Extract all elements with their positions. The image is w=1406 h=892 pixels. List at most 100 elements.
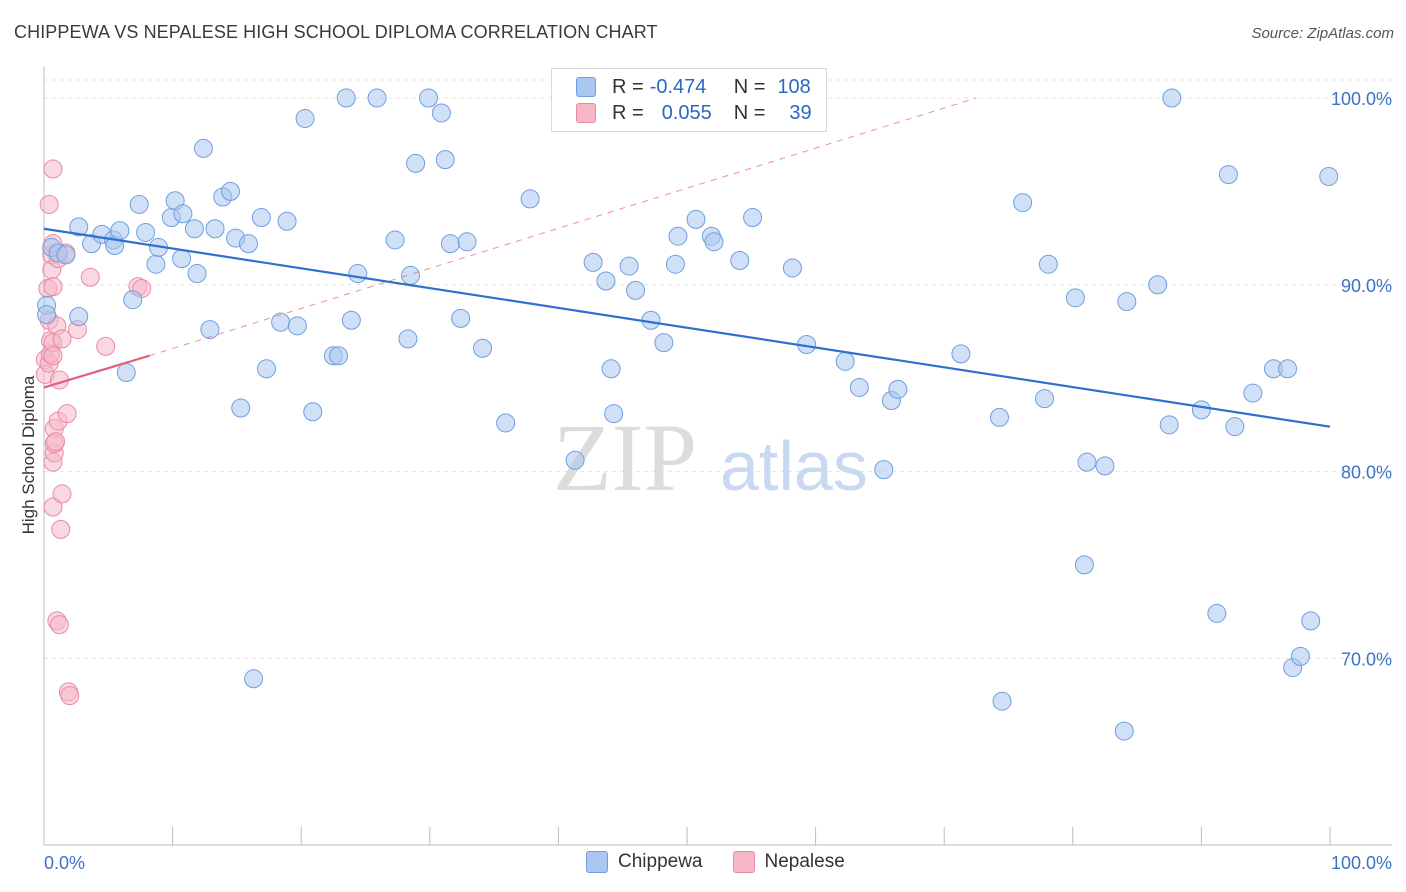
- chippewa-point: [1077, 452, 1097, 472]
- chippewa-point: [665, 254, 685, 274]
- nepalese-point: [43, 346, 63, 366]
- legend-row-nepalese: R = 0.055 N = 39: [576, 100, 812, 126]
- chippewa-point: [473, 338, 493, 358]
- chippewa-point: [989, 407, 1009, 427]
- legend-r-value: 0.055: [661, 101, 712, 124]
- chippewa-point: [287, 316, 307, 336]
- legend-r-label: R =: [612, 101, 644, 124]
- chippewa-point: [385, 230, 405, 250]
- chippewa-point: [849, 377, 869, 397]
- chippewa-point: [173, 204, 193, 224]
- chippewa-point: [193, 138, 213, 158]
- x-tick-label: 100.0%: [1331, 853, 1392, 873]
- y-axis-label: High School Diploma: [19, 375, 38, 534]
- chippewa-point: [1074, 555, 1094, 575]
- chippewa-point: [419, 88, 439, 108]
- chippewa-point: [596, 271, 616, 291]
- legend-item-chippewa: Chippewa: [586, 851, 703, 873]
- chippewa-point: [1117, 292, 1137, 312]
- x-tick-label: 0.0%: [44, 853, 85, 873]
- legend-r-label: R =: [612, 75, 644, 98]
- chippewa-point: [146, 254, 166, 274]
- legend-swatch-nepalese: [576, 103, 596, 123]
- chippewa-point: [37, 305, 57, 325]
- chippewa-point: [1013, 193, 1033, 213]
- chippewa-point: [520, 189, 540, 209]
- chippewa-point: [1038, 254, 1058, 274]
- chippewa-point: [56, 245, 76, 265]
- chippewa-point: [1095, 456, 1115, 476]
- nepalese-point: [43, 159, 63, 179]
- chippewa-point: [328, 346, 348, 366]
- chippewa-points: [37, 88, 1339, 741]
- correlation-legend: R = -0.474 N = 108 R = 0.055 N = 39: [551, 68, 827, 132]
- chippewa-point: [654, 333, 674, 353]
- watermark: ZIP atlas: [553, 404, 868, 511]
- chippewa-point: [205, 219, 225, 239]
- chippewa-point: [295, 109, 315, 129]
- chippewa-point: [686, 209, 706, 229]
- chippewa-point: [69, 217, 89, 237]
- legend-swatch-nepalese: [732, 851, 755, 873]
- nepalese-point: [43, 277, 63, 297]
- chart-title: CHIPPEWA VS NEPALESE HIGH SCHOOL DIPLOMA…: [14, 22, 658, 42]
- chippewa-point: [431, 103, 451, 123]
- nepalese-point: [43, 497, 63, 517]
- chippewa-point: [1035, 389, 1055, 409]
- chippewa-point: [271, 312, 291, 332]
- nepalese-points: [35, 159, 152, 706]
- chippewa-point: [256, 359, 276, 379]
- chippewa-point: [1159, 415, 1179, 435]
- chippewa-point: [496, 413, 516, 433]
- chippewa-point: [1290, 646, 1310, 666]
- chippewa-point: [401, 265, 421, 285]
- chippewa-point: [341, 310, 361, 330]
- chippewa-point: [1207, 603, 1227, 623]
- nepalese-point: [46, 432, 66, 452]
- chippewa-point: [457, 232, 477, 252]
- chippewa-point: [730, 250, 750, 270]
- nepalese-trend-extension: [149, 97, 977, 357]
- chippewa-point: [184, 219, 204, 239]
- nepalese-point: [52, 329, 72, 349]
- y-tick-label: 90.0%: [1341, 276, 1392, 296]
- nepalese-point: [39, 194, 59, 214]
- chippewa-point: [348, 264, 368, 284]
- legend-swatch-chippewa: [576, 77, 596, 97]
- chippewa-point: [565, 450, 585, 470]
- legend-row-chippewa: R = -0.474 N = 108: [576, 74, 811, 100]
- chippewa-point: [172, 249, 192, 269]
- chippewa-point: [69, 307, 89, 327]
- chippewa-point: [110, 221, 130, 241]
- chippewa-point: [1225, 417, 1245, 437]
- chippewa-point: [668, 226, 688, 246]
- chippewa-point: [951, 344, 971, 364]
- chippewa-point: [835, 351, 855, 371]
- chippewa-point: [626, 280, 646, 300]
- nepalese-point: [51, 519, 71, 539]
- chippewa-point: [398, 329, 418, 349]
- chippewa-point: [1301, 611, 1321, 631]
- chippewa-point: [743, 208, 763, 228]
- nepalese-point: [49, 615, 69, 635]
- chippewa-point: [200, 320, 220, 340]
- chippewa-point: [336, 88, 356, 108]
- tick-labels: 70.0% 80.0% 90.0% 100.0% 0.0% 100.0%: [44, 89, 1392, 873]
- chippewa-point: [1065, 288, 1085, 308]
- nepalese-point: [80, 267, 100, 287]
- chippewa-point: [367, 88, 387, 108]
- chippewa-point: [187, 264, 207, 284]
- axes: [43, 66, 1392, 846]
- chippewa-point: [874, 460, 894, 480]
- chippewa-point: [888, 379, 908, 399]
- chippewa-point: [435, 150, 455, 170]
- chippewa-point: [1319, 166, 1339, 186]
- chippewa-point: [251, 208, 271, 228]
- chippewa-point: [992, 691, 1012, 711]
- legend-n-label: N =: [733, 75, 766, 98]
- chippewa-point: [704, 232, 724, 252]
- chippewa-point: [220, 181, 240, 201]
- chippewa-point: [1114, 721, 1134, 741]
- legend-item-nepalese: Nepalese: [732, 851, 845, 873]
